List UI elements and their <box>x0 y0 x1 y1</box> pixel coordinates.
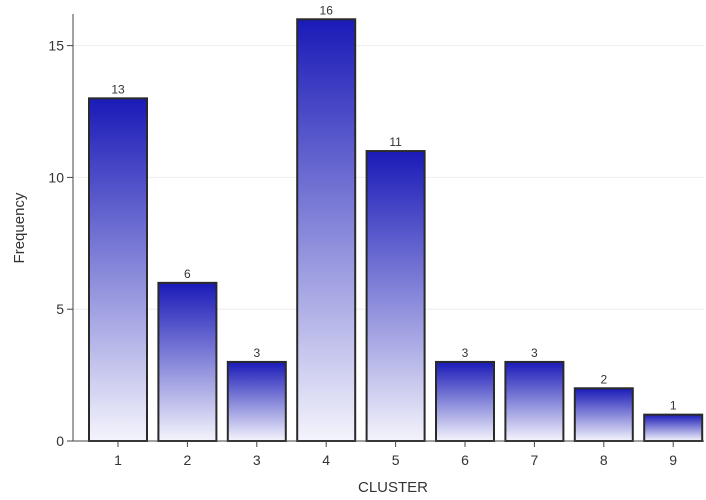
x-tick-label: 8 <box>600 452 608 468</box>
x-tick-label: 4 <box>322 452 330 468</box>
axes <box>72 14 704 442</box>
x-tick-label: 3 <box>253 452 261 468</box>
x-tick-label: 9 <box>669 452 677 468</box>
x-tick-label: 2 <box>184 452 192 468</box>
x-ticks: 1 2 3 4 5 6 7 8 9 <box>114 441 677 468</box>
y-axis-label: Frequency <box>11 192 28 263</box>
data-label: 11 <box>389 135 402 149</box>
data-label: 2 <box>600 372 607 386</box>
y-tick-label: 10 <box>48 169 64 185</box>
y-tick-label: 15 <box>48 38 64 54</box>
data-label: 16 <box>320 3 334 17</box>
data-label: 13 <box>111 82 125 96</box>
y-tick-label: 5 <box>56 301 64 317</box>
x-axis-label: CLUSTER <box>358 479 428 496</box>
y-tick-label: 0 <box>56 433 64 449</box>
bar-cluster-7 <box>504 360 565 443</box>
data-labels: 13 6 3 16 11 3 3 2 1 <box>111 3 677 412</box>
bar-cluster-9 <box>643 413 704 442</box>
data-label: 3 <box>253 346 260 360</box>
y-ticks: 0 5 10 15 <box>48 38 73 449</box>
bars <box>88 18 704 443</box>
x-tick-label: 7 <box>531 452 539 468</box>
data-label: 3 <box>531 346 538 360</box>
bar-cluster-5 <box>365 150 426 442</box>
bar-cluster-1 <box>88 97 148 443</box>
data-label: 6 <box>184 267 191 281</box>
bar-cluster-2 <box>157 281 218 442</box>
bar-cluster-6 <box>435 360 495 443</box>
bar-cluster-3 <box>226 360 287 443</box>
data-label: 1 <box>670 399 677 413</box>
x-tick-label: 6 <box>461 452 469 468</box>
bar-cluster-4 <box>296 18 357 442</box>
bar-cluster-8 <box>573 387 634 442</box>
data-label: 3 <box>462 346 469 360</box>
x-tick-label: 5 <box>392 452 400 468</box>
x-tick-label: 1 <box>114 452 122 468</box>
